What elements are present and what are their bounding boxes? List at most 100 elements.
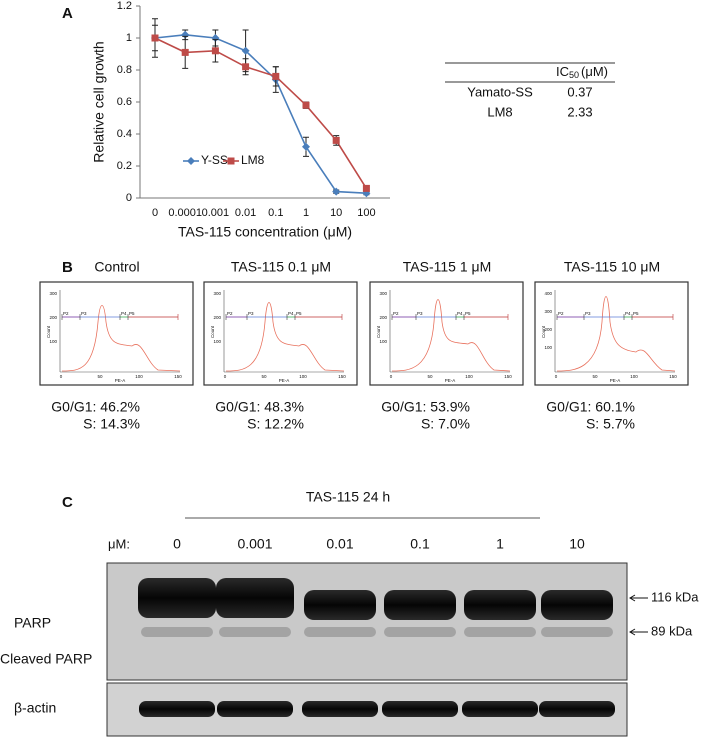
gate-label: P2: [227, 311, 233, 316]
series-line: [154, 37, 368, 189]
band-actin: [139, 701, 215, 717]
hist-y-tick: 100: [213, 339, 221, 344]
y-tick-label: 0.2: [117, 160, 132, 172]
hist-x-tick: 100: [465, 374, 473, 379]
gate-label: P2: [393, 311, 399, 316]
legend-label: LM8: [241, 153, 265, 167]
g0g1-stat: G0/G1: 46.2%: [51, 399, 140, 415]
hist-x-tick: 150: [174, 374, 182, 379]
histogram-title: TAS-115 1 μM: [403, 259, 491, 275]
x-tick-label: 0.001: [202, 207, 230, 219]
y-tick-label: 0.6: [117, 96, 132, 108]
point: [242, 63, 250, 71]
histogram-frame: [203, 281, 358, 386]
hist-y-label: Count: [210, 325, 215, 338]
point: [187, 157, 195, 165]
histogram-title: Control: [94, 259, 139, 275]
dose-label: 10: [569, 536, 585, 552]
hist-x-tick: 50: [261, 374, 267, 379]
hist-x-tick: 100: [135, 374, 143, 379]
point: [151, 34, 159, 42]
g0g1-stat: G0/G1: 48.3%: [215, 399, 304, 415]
row-label: PARP: [14, 615, 51, 631]
dose-label: 0.001: [237, 536, 272, 552]
hist-x-tick: 0: [555, 374, 558, 379]
y-tick-label: 1.2: [117, 0, 132, 12]
hist-y-tick: 200: [213, 315, 221, 320]
x-tick-label: 0.01: [235, 207, 256, 219]
band-cleaved: [384, 627, 456, 637]
band-actin: [302, 701, 378, 717]
s-stat: S: 12.2%: [247, 416, 304, 432]
dose-label: 1: [496, 536, 504, 552]
gate-label: P5: [633, 311, 639, 316]
histogram-curve: [391, 299, 511, 372]
hist-x-label: PE-A: [445, 378, 456, 383]
band-actin: [539, 701, 615, 717]
gate-label: P4: [121, 311, 127, 316]
point: [332, 136, 340, 144]
gate-label: P5: [129, 311, 135, 316]
table-cell: Yamato-SS: [467, 84, 533, 99]
hist-x-tick: 150: [669, 374, 677, 379]
series-line: [154, 33, 367, 194]
hist-x-label: PE-A: [610, 378, 621, 383]
gate-label: P4: [288, 311, 294, 316]
hist-x-tick: 150: [504, 374, 512, 379]
table-cell: 2.33: [567, 104, 592, 119]
hist-y-label: Count: [376, 325, 381, 338]
s-stat: S: 7.0%: [421, 416, 470, 432]
g0g1-stat: G0/G1: 60.1%: [546, 399, 635, 415]
hist-x-tick: 0: [224, 374, 227, 379]
s-stat: S: 14.3%: [83, 416, 140, 432]
hist-x-tick: 100: [630, 374, 638, 379]
row-label: Cleaved PARP: [0, 651, 92, 667]
histogram-title: TAS-115 10 μM: [564, 259, 660, 275]
hist-x-tick: 0: [390, 374, 393, 379]
point: [241, 46, 250, 55]
hist-y-tick: 100: [379, 339, 387, 344]
histogram-frame: [369, 281, 524, 386]
dose-label: 0: [173, 536, 181, 552]
band-parp: [541, 590, 613, 620]
panel-label: A: [62, 5, 73, 22]
y-tick-label: 0.8: [117, 64, 132, 76]
point: [272, 72, 280, 80]
histogram-curve: [225, 302, 345, 372]
hist-x-tick: 100: [299, 374, 307, 379]
s-stat: S: 5.7%: [586, 416, 635, 432]
x-tick-label: 0.1: [268, 207, 283, 219]
hist-y-tick: 100: [49, 339, 57, 344]
band-cleaved: [464, 627, 536, 637]
hist-x-tick: 50: [97, 374, 103, 379]
point: [211, 47, 219, 55]
table-cell: LM8: [487, 104, 512, 119]
x-tick-label: 1: [303, 207, 309, 219]
g0g1-stat: G0/G1: 53.9%: [381, 399, 470, 415]
band-actin: [217, 701, 293, 717]
band-actin: [382, 701, 458, 717]
unit-label: μM:: [108, 536, 130, 551]
point: [227, 157, 235, 165]
gate-label: P4: [625, 311, 631, 316]
legend-label: Y-SS: [201, 153, 228, 167]
table-header-part: (μM): [581, 64, 608, 79]
x-tick-label: 10: [330, 207, 342, 219]
y-axis-label: Relative cell growth: [91, 41, 107, 162]
x-tick-label: 0.0001: [168, 207, 202, 219]
treatment-label: TAS-115 24 h: [306, 489, 390, 505]
hist-y-tick: 200: [49, 315, 57, 320]
point: [181, 48, 189, 56]
dose-label: 0.01: [326, 536, 353, 552]
histogram-frame: [534, 281, 689, 386]
gate-label: P3: [585, 311, 591, 316]
band-cleaved: [304, 627, 376, 637]
band-cleaved: [541, 627, 613, 637]
histogram-title: TAS-115 0.1 μM: [231, 259, 331, 275]
hist-x-tick: 50: [427, 374, 433, 379]
gate-label: P4: [457, 311, 463, 316]
hist-x-tick: 50: [592, 374, 598, 379]
hist-y-tick: 300: [213, 291, 221, 296]
x-tick-label: 0: [152, 207, 158, 219]
x-axis-label: TAS-115 concentration (μM): [178, 224, 352, 240]
